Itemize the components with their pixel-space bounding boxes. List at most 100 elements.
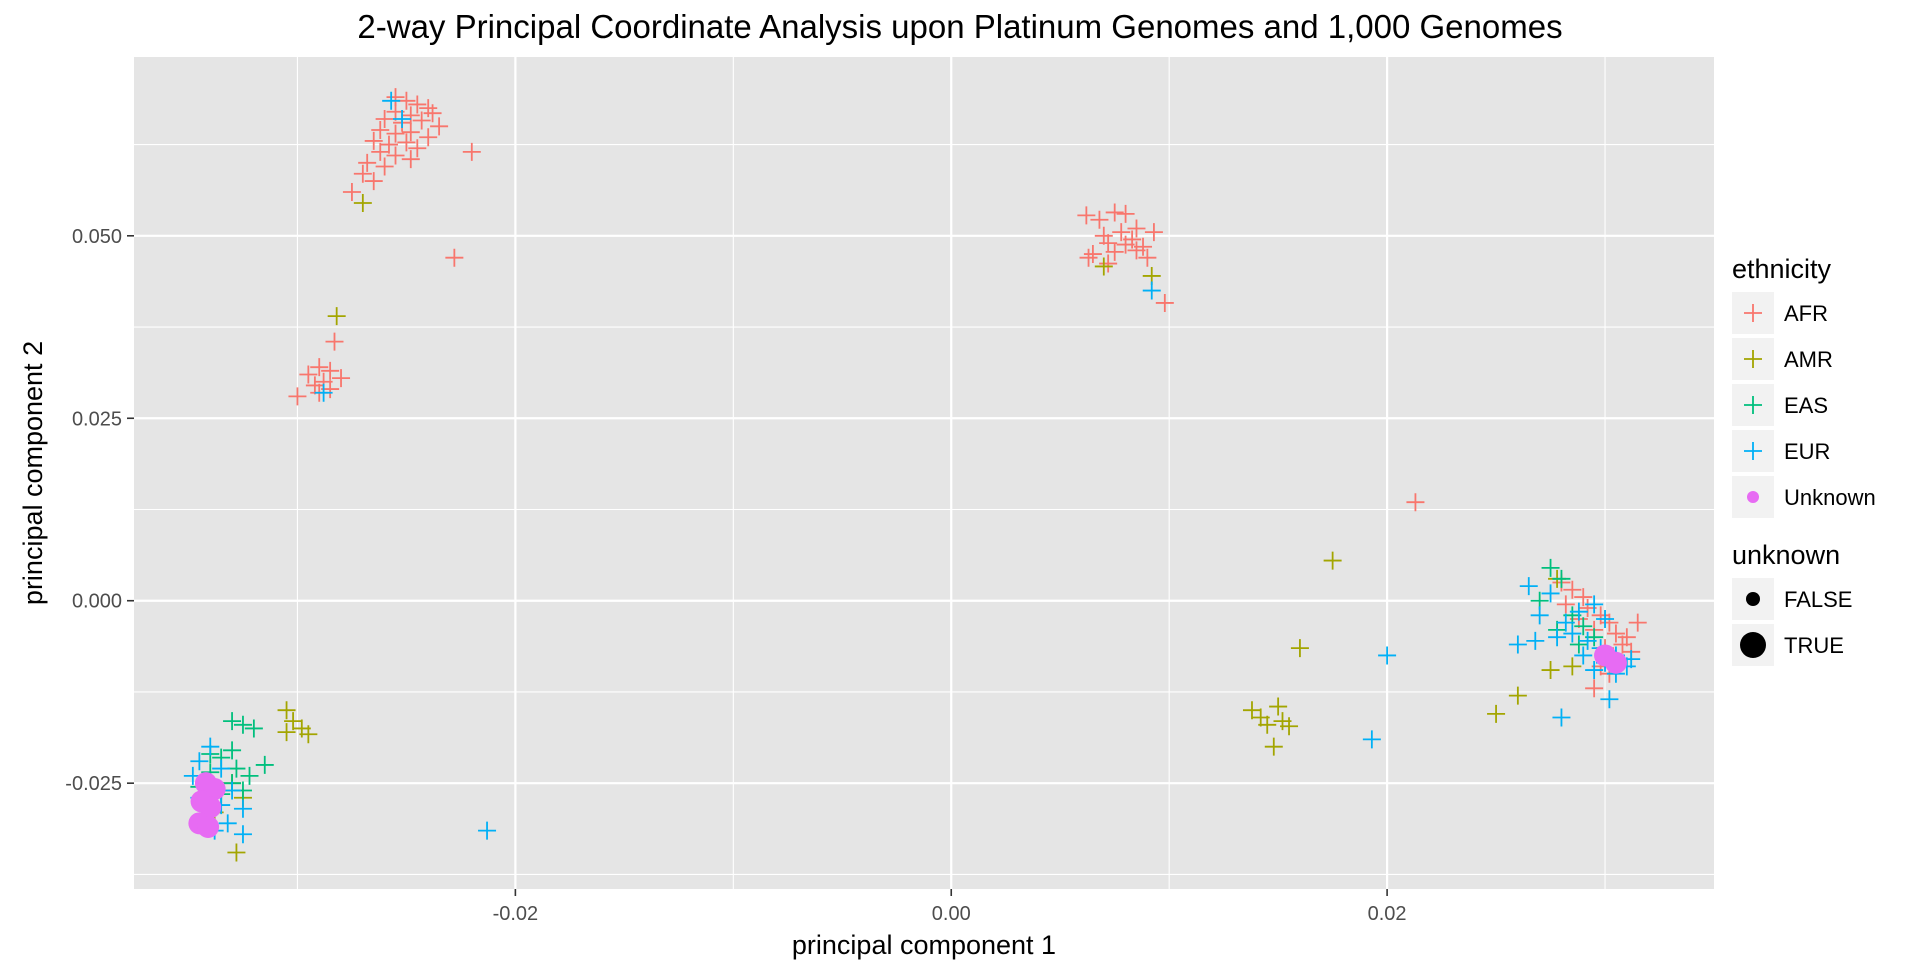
point-amr — [353, 193, 372, 212]
chart-legend: ethnicity AFR AMR EAS EUR Unknown unknown FALSE… — [1732, 254, 1876, 666]
point-eas — [1541, 558, 1560, 577]
point-afr — [1617, 628, 1636, 647]
x-tick-label: 0.02 — [1368, 903, 1407, 925]
x-axis-label: principal component 1 — [792, 930, 1056, 960]
point-eur — [1519, 577, 1538, 596]
point-eur — [393, 110, 412, 129]
point-afr — [375, 157, 394, 176]
point-eur — [1508, 635, 1527, 654]
point-eur — [1548, 628, 1567, 647]
point-eas — [233, 715, 252, 734]
y-tick-label: -0.025 — [65, 773, 122, 795]
point-eur — [1526, 631, 1545, 650]
point-eas — [1569, 635, 1588, 654]
point-afr — [1406, 493, 1425, 512]
point-amr — [277, 701, 296, 720]
point-afr — [364, 172, 383, 191]
point-eur — [233, 799, 252, 818]
point-afr — [1083, 245, 1102, 264]
point-amr — [1264, 737, 1283, 756]
point-afr — [1112, 223, 1131, 242]
point-afr — [353, 164, 372, 183]
point-eur — [1569, 602, 1588, 621]
point-afr — [1144, 223, 1163, 242]
y-tick-label: 0.050 — [72, 226, 122, 248]
point-afr — [1090, 210, 1109, 229]
point-eur — [1578, 631, 1597, 650]
point-afr — [423, 104, 442, 123]
point-afr — [305, 376, 324, 395]
legend-label-false: FALSE — [1784, 587, 1852, 612]
point-afr — [1123, 230, 1142, 249]
y-tick-label: 0.025 — [72, 408, 122, 430]
point-eur — [218, 814, 237, 833]
point-afr — [299, 365, 318, 384]
point-afr — [1138, 248, 1157, 267]
point-amr — [299, 725, 318, 744]
point-eas — [240, 766, 259, 785]
point-amr — [1290, 639, 1309, 658]
point-afr — [1556, 595, 1575, 614]
point-eur — [1563, 624, 1582, 643]
point-afr — [358, 153, 377, 172]
point-afr — [1585, 679, 1604, 698]
point-afr — [1105, 242, 1124, 261]
point-eur — [1600, 690, 1619, 709]
point-amr — [1094, 257, 1113, 276]
point-afr — [397, 133, 416, 152]
point-afr — [1127, 241, 1146, 260]
point-afr — [375, 110, 394, 129]
legend-label-eas: EAS — [1784, 393, 1828, 418]
point-afr — [1591, 606, 1610, 625]
legend-key-eas — [1744, 396, 1762, 414]
point-eur — [223, 781, 242, 800]
point-afr — [1105, 203, 1124, 222]
chart-title: 2-way Principal Coordinate Analysis upon… — [357, 8, 1562, 45]
point-eur — [190, 752, 209, 771]
point-afr — [1127, 219, 1146, 238]
point-eur — [1530, 606, 1549, 625]
point-eas — [1574, 617, 1593, 636]
point-eur — [1378, 646, 1397, 665]
x-tick-label: -0.02 — [493, 903, 539, 925]
point-eur — [1552, 708, 1571, 727]
legend-label-eur: EUR — [1784, 439, 1830, 464]
point-afr — [1563, 580, 1582, 599]
point-afr — [379, 135, 398, 154]
point-afr — [408, 139, 427, 158]
point-afr — [321, 361, 340, 380]
point-eas — [255, 755, 274, 774]
point-afr — [1606, 624, 1625, 643]
point-eur — [201, 737, 220, 756]
point-eur — [382, 91, 401, 110]
point-amr — [1541, 661, 1560, 680]
point-afr — [412, 111, 431, 130]
y-axis-label: principal component 2 — [18, 341, 48, 605]
point-afr — [1116, 204, 1135, 223]
point-eur — [1142, 281, 1161, 300]
point-amr — [277, 723, 296, 742]
point-amr — [284, 712, 303, 731]
point-afr — [1613, 635, 1632, 654]
x-axis-ticks: -0.02 0.00 0.02 — [493, 889, 1407, 925]
point-afr — [371, 142, 390, 161]
point-eas — [223, 741, 242, 760]
point-afr — [364, 131, 383, 150]
legend-key-true — [1740, 632, 1766, 658]
y-axis-ticks: -0.025 0.000 0.025 0.050 — [65, 226, 134, 795]
point-amr — [1563, 657, 1582, 676]
point-eas — [1552, 569, 1571, 588]
point-eur — [233, 825, 252, 844]
point-amr — [1280, 717, 1299, 736]
point-amr — [1269, 697, 1288, 716]
point-eur — [1574, 646, 1593, 665]
legend-label-true: TRUE — [1784, 633, 1844, 658]
point-eur — [1362, 730, 1381, 749]
point-eur — [1556, 613, 1575, 632]
point-afr — [1079, 248, 1098, 267]
point-afr — [310, 358, 329, 377]
point-eas — [244, 719, 263, 738]
point-afr — [386, 146, 405, 165]
